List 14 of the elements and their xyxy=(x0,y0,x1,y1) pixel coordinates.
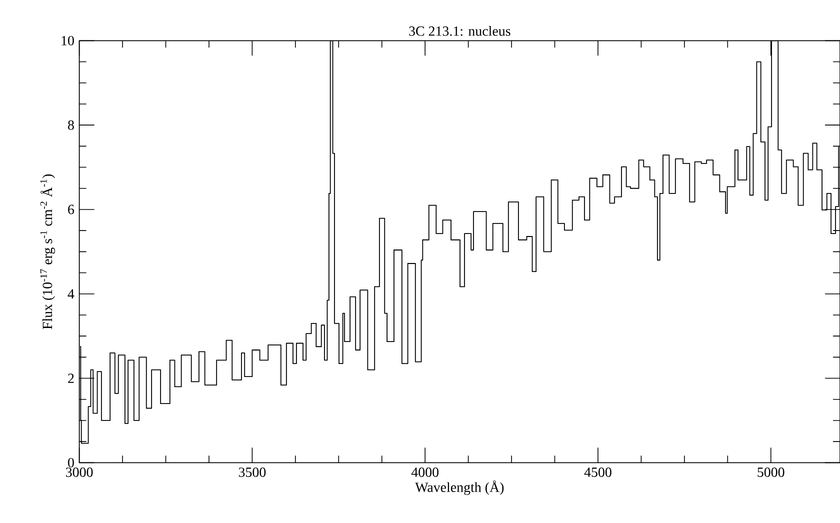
x-tick-label: 3000 xyxy=(66,468,93,477)
x-axis-title: Wavelength (Å) xyxy=(415,480,504,495)
x-tick-label: 3500 xyxy=(238,468,266,477)
y-tick-label: 8 xyxy=(68,120,74,130)
x-tick-label: 5000 xyxy=(758,468,784,477)
y-tick-label: 0 xyxy=(68,458,74,468)
y-tick-label: 10 xyxy=(62,36,74,46)
y-tick-label: 6 xyxy=(68,204,74,214)
x-tick-label: 4500 xyxy=(584,468,612,477)
y-tick-label: 4 xyxy=(68,289,74,298)
text: Flux (10$^{-17}$ erg s$^{-1}$ cm$^{-2}$ Å$^{-1}$) xyxy=(40,174,56,330)
y-tick-label: 2 xyxy=(68,374,74,383)
chart-title: 3C 213.1: nucleus xyxy=(409,26,510,36)
x-tick-label: 4000 xyxy=(411,468,438,477)
